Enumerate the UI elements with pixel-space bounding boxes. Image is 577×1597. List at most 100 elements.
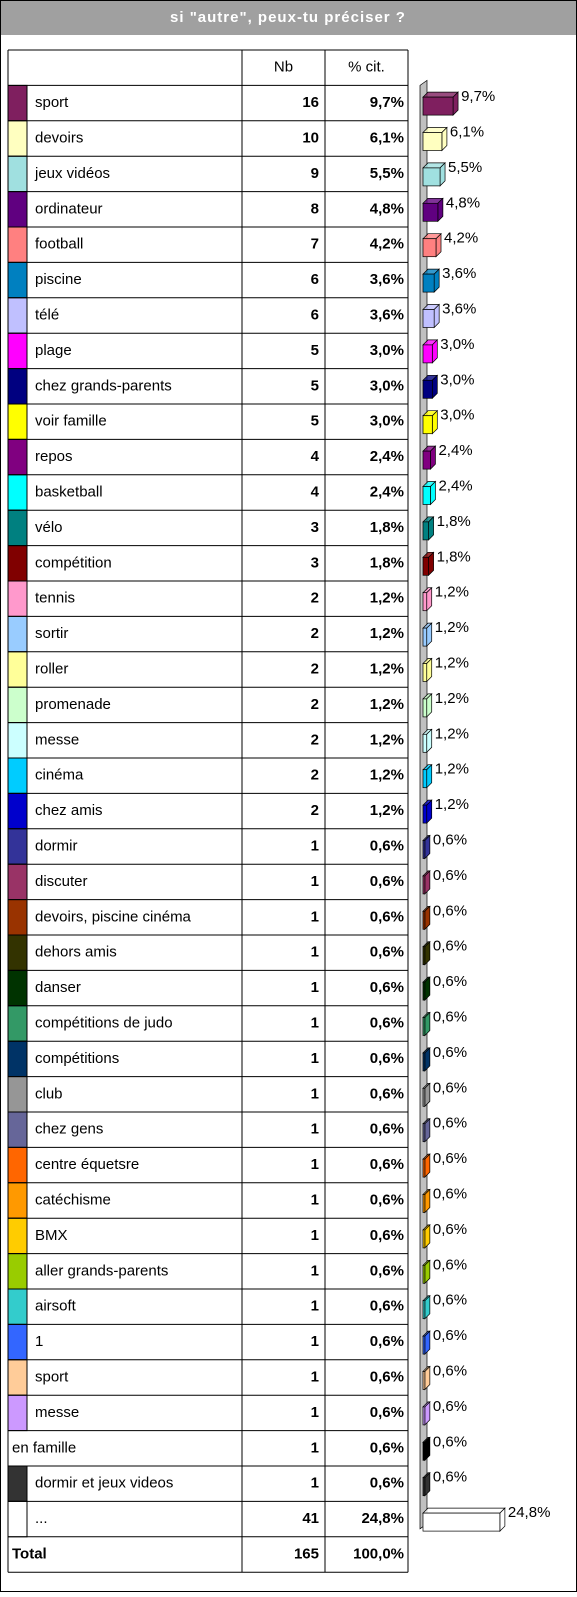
bar-face [422, 1123, 426, 1143]
swatch [7, 1217, 28, 1255]
bar [422, 126, 448, 152]
row-pct: 0,6% [370, 1121, 404, 1138]
row-pct: 6,1% [370, 129, 404, 146]
swatch [7, 828, 28, 865]
bar-label: 0,6% [433, 1115, 467, 1132]
row-pct: 1,8% [370, 519, 404, 536]
title: si "autre", peux-tu préciser ? [170, 9, 406, 26]
swatch [7, 686, 28, 724]
bar [422, 1117, 431, 1143]
row-nb: 1 [311, 1262, 319, 1279]
row-pct: 3,6% [370, 271, 404, 288]
row-label: chez grands-parents [35, 377, 172, 394]
row-nb: 1 [311, 1121, 319, 1138]
swatch [7, 226, 28, 263]
bar [422, 232, 442, 258]
bar-face [422, 1087, 426, 1107]
row-label: club [35, 1085, 63, 1102]
swatch [7, 615, 28, 653]
bar-label: 0,6% [433, 1327, 467, 1344]
bar [422, 268, 441, 293]
row-nb: 2 [311, 802, 319, 819]
row-label: airsoft [35, 1298, 77, 1315]
row-label: en famille [12, 1439, 76, 1456]
bar-face [422, 556, 429, 576]
row-pct: 0,6% [370, 1014, 404, 1031]
bar-face [422, 1406, 426, 1426]
row-label: BMX [35, 1227, 68, 1244]
row-label: jeux vidéos [34, 165, 110, 182]
bar [422, 516, 435, 541]
row-label: plage [35, 342, 72, 359]
bar [422, 445, 437, 470]
bar-face [422, 486, 431, 505]
bar [422, 870, 431, 895]
bar-face [422, 1300, 426, 1320]
row-nb: 2 [311, 625, 319, 642]
row-pct: 0,6% [370, 1333, 404, 1350]
swatch [7, 509, 28, 547]
total-nb: 165 [294, 1545, 319, 1562]
row-label: aller grands-parents [35, 1262, 168, 1279]
bar [422, 551, 435, 577]
row-pct: 0,6% [370, 979, 404, 996]
bar-label: 0,6% [433, 1433, 467, 1450]
row-nb: 1 [311, 837, 319, 854]
bar [422, 91, 459, 116]
bar-face [422, 627, 428, 647]
row-nb: 1 [311, 1156, 319, 1173]
bar-face [422, 1441, 426, 1461]
bar-label: 1,2% [435, 690, 469, 707]
swatch [7, 1500, 28, 1538]
row-pct: 0,6% [370, 908, 404, 925]
swatch [7, 722, 28, 759]
bar [422, 693, 433, 718]
row-nb: 41 [302, 1510, 319, 1527]
swatch [7, 155, 28, 193]
bar-face [422, 202, 439, 222]
bar-face [422, 804, 428, 824]
row-label: sport [35, 1368, 69, 1385]
row-nb: 1 [311, 1368, 319, 1385]
bar-label: 6,1% [450, 123, 484, 140]
bar [422, 1188, 431, 1214]
row-pct: 0,6% [370, 1156, 404, 1173]
row-pct: 1,2% [370, 660, 404, 677]
total-label: Total [12, 1545, 47, 1562]
bar [422, 622, 433, 647]
bar-face [422, 1335, 426, 1355]
bar-label: 0,6% [433, 1079, 467, 1096]
bar-face [422, 1264, 426, 1284]
swatch [7, 1040, 28, 1078]
swatch [7, 1359, 28, 1396]
bar [422, 1294, 431, 1320]
row-label: messe [35, 731, 79, 748]
row-label: basketball [35, 483, 103, 500]
row-nb: 1 [311, 1475, 319, 1492]
row-pct: 0,6% [370, 1368, 404, 1385]
bar-face [422, 415, 433, 435]
row-pct: 1,2% [370, 731, 404, 748]
row-pct: 3,0% [370, 413, 404, 430]
bar-label: 0,6% [433, 938, 467, 955]
row-pct: 1,2% [370, 590, 404, 607]
row-label: 1 [35, 1333, 43, 1350]
row-label: repos [35, 448, 73, 465]
bar-face [422, 1017, 426, 1036]
bar-label: 0,6% [433, 1185, 467, 1202]
bar-face [422, 1477, 426, 1497]
bar-face [422, 1194, 426, 1213]
bar-label: 0,6% [433, 1292, 467, 1309]
bar-face [422, 1371, 426, 1390]
swatch [7, 792, 28, 830]
bar [422, 1047, 431, 1072]
bar-label: 5,5% [448, 159, 482, 176]
bar-label: 0,6% [433, 831, 467, 848]
bar [422, 374, 439, 400]
row-nb: 2 [311, 590, 319, 607]
bar-label: 1,2% [435, 725, 469, 742]
bar-label: 0,6% [433, 1008, 467, 1025]
row-nb: 2 [311, 767, 319, 784]
row-nb: 2 [311, 731, 319, 748]
